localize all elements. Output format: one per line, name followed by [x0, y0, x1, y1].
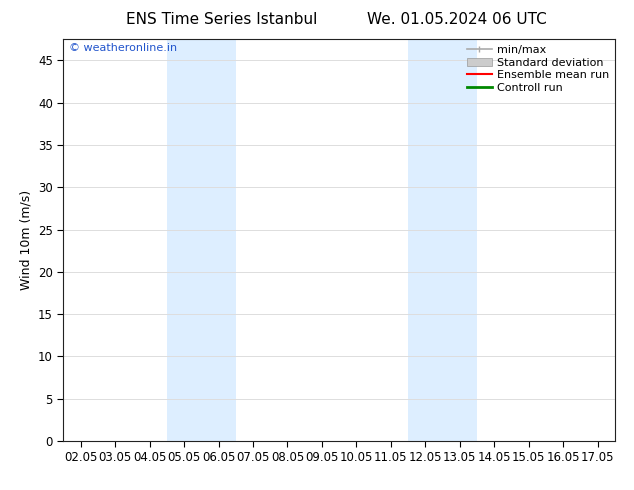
Text: ENS Time Series Istanbul: ENS Time Series Istanbul: [126, 12, 318, 27]
Y-axis label: Wind 10m (m/s): Wind 10m (m/s): [20, 190, 32, 290]
Bar: [408, 39, 477, 441]
Text: © weatheronline.in: © weatheronline.in: [69, 43, 177, 53]
Legend: min/max, Standard deviation, Ensemble mean run, Controll run: min/max, Standard deviation, Ensemble me…: [464, 42, 612, 97]
Text: We. 01.05.2024 06 UTC: We. 01.05.2024 06 UTC: [366, 12, 547, 27]
Bar: [167, 39, 236, 441]
